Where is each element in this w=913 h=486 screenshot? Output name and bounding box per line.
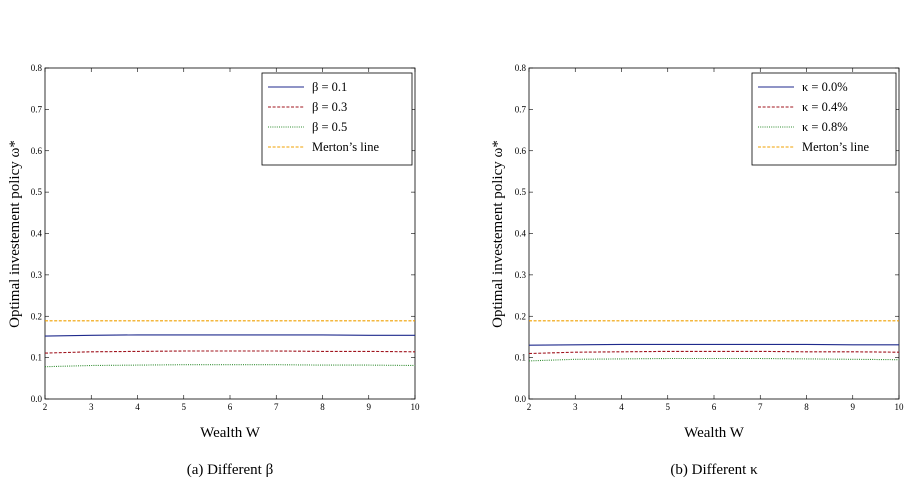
- x-tick-label: 5: [182, 402, 187, 412]
- y-tick-label: 0.5: [515, 187, 527, 197]
- tick-group: 2 3 4 5 6 7 8 9 10 0.0 0.1 0.2 0.3 0.4 0.5 0.6 0.7 0.8: [515, 63, 904, 412]
- chart-panel-b: 2 3 4 5 6 7 8 9 10 0.0 0.1 0.2 0.3 0.4 0.5 0.6 0.7 0.8 We…: [490, 63, 904, 478]
- legend-items: κ = 0.0% κ = 0.4% κ = 0.8% Merton’s line: [758, 80, 869, 154]
- y-tick-label: 0.2: [31, 311, 42, 321]
- y-tick-label: 0.3: [515, 270, 527, 280]
- x-tick-label: 6: [712, 402, 717, 412]
- series-line: [44, 364, 416, 368]
- panel-caption: (a) Different β: [187, 462, 273, 478]
- series-line: [528, 350, 900, 355]
- legend: β = 0.1 β = 0.3 β = 0.5 Merton’s line: [261, 72, 413, 166]
- x-tick-label: 3: [89, 402, 94, 412]
- legend-label: Merton’s line: [312, 140, 379, 154]
- series-group: [44, 320, 416, 368]
- x-tick-label: 7: [274, 402, 279, 412]
- y-axis-label: Optimal investement policy ω*: [7, 140, 23, 328]
- y-tick-label: 0.4: [31, 229, 43, 239]
- legend-box: [261, 72, 413, 166]
- x-tick-label: 5: [666, 402, 671, 412]
- x-tick-label: 10: [895, 402, 905, 412]
- legend-label: κ = 0.0%: [802, 80, 848, 94]
- x-tick-label: 4: [619, 402, 624, 412]
- legend-label: β = 0.3: [312, 100, 347, 114]
- y-tick-label: 0.8: [515, 63, 527, 73]
- x-tick-label: 9: [851, 402, 856, 412]
- series-group: [528, 320, 900, 362]
- y-tick-label: 0.2: [515, 311, 526, 321]
- legend-label: κ = 0.4%: [802, 100, 848, 114]
- panel-caption: (b) Different κ: [670, 462, 758, 478]
- y-tick-label: 0.7: [31, 104, 43, 114]
- x-axis-label: Wealth W: [200, 425, 261, 441]
- legend-label: Merton’s line: [802, 140, 869, 154]
- legend-label: β = 0.1: [312, 80, 347, 94]
- x-tick-label: 2: [43, 402, 48, 412]
- y-tick-label: 0.4: [515, 229, 527, 239]
- y-tick-label: 0.6: [515, 146, 527, 156]
- series-line: [528, 357, 900, 362]
- y-tick-label: 0.5: [31, 187, 43, 197]
- tick-group: 2 3 4 5 6 7 8 9 10 0.0 0.1 0.2 0.3 0.4 0.5 0.6 0.7 0.8: [31, 63, 420, 412]
- x-tick-label: 6: [228, 402, 233, 412]
- x-tick-label: 9: [367, 402, 372, 412]
- legend-box: [751, 72, 897, 166]
- y-tick-label: 0.0: [31, 394, 43, 404]
- y-tick-label: 0.8: [31, 63, 43, 73]
- y-tick-label: 0.6: [31, 146, 43, 156]
- y-axis-label: Optimal investement policy ω*: [490, 140, 506, 328]
- series-line: [528, 343, 899, 346]
- chart-panel-a: 2 3 4 5 6 7 8 9 10 0.0 0.1 0.2 0.3 0.4 0.5 0.6 0.7 0.8 We…: [7, 63, 420, 478]
- legend: κ = 0.0% κ = 0.4% κ = 0.8% Merton’s line: [751, 72, 897, 166]
- x-tick-label: 2: [527, 402, 532, 412]
- y-tick-label: 0.3: [31, 270, 43, 280]
- legend-items: β = 0.1 β = 0.3 β = 0.5 Merton’s line: [268, 80, 379, 154]
- y-tick-label: 0.1: [515, 353, 526, 363]
- x-tick-label: 8: [804, 402, 809, 412]
- y-tick-label: 0.1: [31, 353, 42, 363]
- x-tick-label: 7: [758, 402, 763, 412]
- series-line: [44, 334, 415, 337]
- series-line: [44, 350, 416, 354]
- y-tick-label: 0.0: [515, 394, 527, 404]
- x-axis-label: Wealth W: [684, 425, 745, 441]
- x-tick-label: 3: [573, 402, 578, 412]
- x-tick-label: 8: [320, 402, 325, 412]
- legend-label: κ = 0.8%: [802, 120, 848, 134]
- y-tick-label: 0.7: [515, 104, 527, 114]
- legend-label: β = 0.5: [312, 120, 347, 134]
- x-tick-label: 4: [135, 402, 140, 412]
- x-tick-label: 10: [411, 402, 421, 412]
